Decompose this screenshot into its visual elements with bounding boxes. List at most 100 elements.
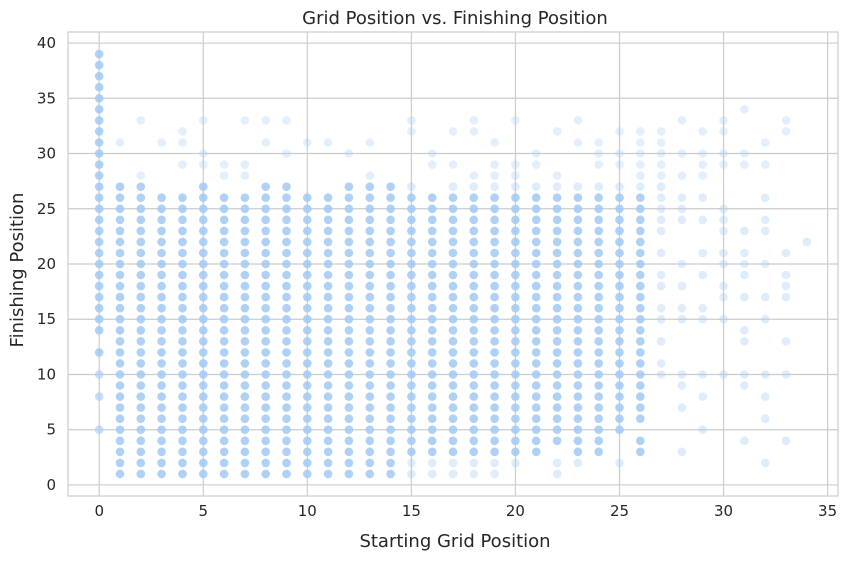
data-point <box>490 436 499 446</box>
data-point <box>323 370 333 379</box>
data-point <box>490 425 499 435</box>
data-point <box>469 403 479 412</box>
data-point <box>636 226 645 236</box>
data-point <box>261 381 271 390</box>
data-point <box>490 193 499 202</box>
data-point <box>282 359 291 368</box>
data-point <box>740 149 749 158</box>
data-point <box>94 71 104 81</box>
data-point <box>511 314 520 324</box>
data-point <box>261 204 271 214</box>
data-points <box>94 49 812 479</box>
data-point <box>427 337 437 346</box>
data-point <box>531 337 541 346</box>
data-point <box>615 370 624 379</box>
data-point <box>448 337 458 346</box>
data-point <box>740 259 749 269</box>
data-point <box>157 248 166 258</box>
data-point <box>740 160 749 169</box>
data-point <box>199 436 208 446</box>
data-point <box>199 447 208 457</box>
data-point <box>344 182 354 191</box>
data-point <box>157 359 166 368</box>
data-point <box>781 270 791 280</box>
data-point <box>199 392 208 401</box>
data-point <box>469 326 479 335</box>
data-point <box>656 370 666 379</box>
data-point <box>594 237 603 247</box>
data-point <box>178 303 187 313</box>
data-point <box>240 469 250 479</box>
data-point <box>323 392 333 401</box>
data-point <box>677 281 687 291</box>
data-point <box>573 281 583 291</box>
data-point <box>594 193 603 202</box>
data-point <box>365 403 375 412</box>
data-point <box>219 270 229 280</box>
data-point <box>448 259 458 269</box>
data-point <box>240 259 250 269</box>
data-point <box>615 237 624 247</box>
data-point <box>511 160 520 169</box>
data-point <box>531 160 541 169</box>
data-point <box>573 303 583 313</box>
data-point <box>781 436 791 446</box>
y-tick-label: 40 <box>37 34 56 52</box>
data-point <box>573 436 583 446</box>
data-point <box>448 182 458 191</box>
data-point <box>261 392 271 401</box>
data-point <box>511 226 520 236</box>
data-point <box>740 105 749 114</box>
data-point <box>427 436 437 446</box>
data-point <box>511 447 520 457</box>
data-point <box>115 414 125 424</box>
data-point <box>157 436 166 446</box>
data-point <box>344 292 354 302</box>
data-point <box>552 281 562 291</box>
data-point <box>94 392 104 401</box>
data-point <box>636 248 645 258</box>
data-point <box>469 303 479 313</box>
data-point <box>240 303 250 313</box>
data-point <box>760 392 770 401</box>
data-point <box>698 215 707 225</box>
data-point <box>136 171 146 180</box>
data-point <box>573 226 583 236</box>
data-point <box>469 314 479 324</box>
data-point <box>615 149 624 158</box>
data-point <box>615 414 624 424</box>
data-point <box>115 458 125 468</box>
data-point <box>157 414 166 424</box>
data-point <box>219 436 229 446</box>
data-point <box>469 259 479 269</box>
y-tick-label: 25 <box>37 200 56 218</box>
data-point <box>136 314 146 324</box>
data-point <box>636 270 645 280</box>
data-point <box>219 425 229 435</box>
data-point <box>594 326 603 335</box>
data-point <box>469 171 479 180</box>
data-point <box>282 447 291 457</box>
data-point <box>407 248 416 258</box>
data-point <box>719 116 728 125</box>
data-point <box>344 204 354 214</box>
data-point <box>698 248 707 258</box>
data-point <box>136 281 146 291</box>
data-point <box>344 303 354 313</box>
data-point <box>323 138 333 147</box>
data-point <box>407 425 416 435</box>
data-point <box>115 270 125 280</box>
data-point <box>511 326 520 335</box>
data-point <box>365 204 375 214</box>
data-point <box>490 314 499 324</box>
data-point <box>386 359 395 368</box>
data-point <box>386 281 395 291</box>
data-point <box>94 425 104 435</box>
data-point <box>427 370 437 379</box>
data-point <box>573 370 583 379</box>
data-point <box>677 259 687 269</box>
data-point <box>531 326 541 335</box>
data-point <box>511 414 520 424</box>
data-point <box>594 425 603 435</box>
data-point <box>636 259 645 269</box>
